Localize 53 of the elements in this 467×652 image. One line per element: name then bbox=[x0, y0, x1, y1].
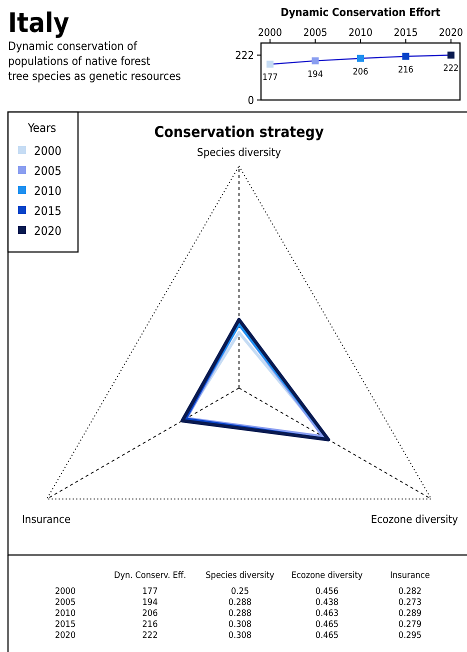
legend-label: 2005 bbox=[34, 164, 62, 178]
data-label: 0.438 bbox=[315, 598, 339, 608]
x-tick-label: 2005 bbox=[303, 27, 328, 39]
data-label: 194 bbox=[142, 598, 158, 608]
text: Italy bbox=[8, 8, 70, 39]
data-label: 206 bbox=[352, 67, 368, 78]
spoke-label: Insurance bbox=[22, 513, 71, 526]
x-tick-label: 2010 bbox=[348, 27, 373, 39]
data-label: 0.288 bbox=[228, 609, 252, 619]
y-tick-label: 0 bbox=[248, 94, 254, 107]
data-label: 0.456 bbox=[315, 587, 339, 597]
data-label: 222 bbox=[443, 64, 459, 74]
text: Conservation strategy bbox=[154, 123, 324, 141]
x-tick-label: Species diversity bbox=[206, 571, 275, 581]
y-tick-label: 2020 bbox=[55, 631, 76, 641]
data-label: 0.279 bbox=[398, 620, 422, 630]
data-label: 0.288 bbox=[228, 598, 252, 608]
data-label: 0.308 bbox=[228, 631, 252, 641]
legend-title: Years bbox=[26, 121, 57, 135]
legend-label: 2020 bbox=[34, 224, 62, 238]
legend-label: 2010 bbox=[34, 184, 62, 198]
data-label: 0.295 bbox=[398, 631, 422, 641]
data-label: 0.465 bbox=[315, 620, 339, 630]
data-label: 0.25 bbox=[230, 587, 250, 597]
x-tick-label: Insurance bbox=[390, 571, 430, 581]
x-tick-label: Dyn. Conserv. Eff. bbox=[114, 571, 186, 581]
x-tick-label: 2000 bbox=[258, 27, 282, 39]
data-label: 0.282 bbox=[398, 587, 422, 597]
data-label: 0.308 bbox=[228, 620, 252, 630]
data-label: 0.273 bbox=[398, 598, 422, 608]
chart-title: Dynamic Conservation Effort bbox=[280, 6, 441, 19]
y-tick-label: 2015 bbox=[55, 620, 76, 630]
x-tick-label: Ecozone diversity bbox=[291, 571, 363, 581]
y-tick-label: 2005 bbox=[55, 598, 76, 608]
data-label: 0.289 bbox=[398, 609, 422, 619]
data-label: 194 bbox=[308, 70, 323, 80]
data-label: 0.463 bbox=[315, 609, 339, 619]
data-label: 216 bbox=[142, 620, 158, 630]
text: Dynamic conservation of populations of native forest tree species as genetic resources bbox=[8, 39, 181, 83]
data-label: 177 bbox=[142, 587, 158, 597]
data-label: 216 bbox=[398, 65, 414, 76]
data-label: 222 bbox=[142, 631, 158, 641]
x-tick-label: 2015 bbox=[394, 27, 418, 39]
y-tick-label: 2000 bbox=[55, 587, 76, 597]
data-label: 206 bbox=[142, 609, 158, 619]
legend-label: 2015 bbox=[34, 204, 62, 218]
y-tick-label: 2010 bbox=[55, 609, 76, 619]
data-label: 177 bbox=[262, 73, 278, 84]
x-tick-label: 2020 bbox=[438, 27, 463, 39]
spoke-label: Species diversity bbox=[197, 146, 282, 159]
data-label: 0.465 bbox=[315, 631, 339, 641]
legend-label: 2000 bbox=[34, 144, 62, 158]
spoke-label: Ecozone diversity bbox=[370, 513, 458, 526]
